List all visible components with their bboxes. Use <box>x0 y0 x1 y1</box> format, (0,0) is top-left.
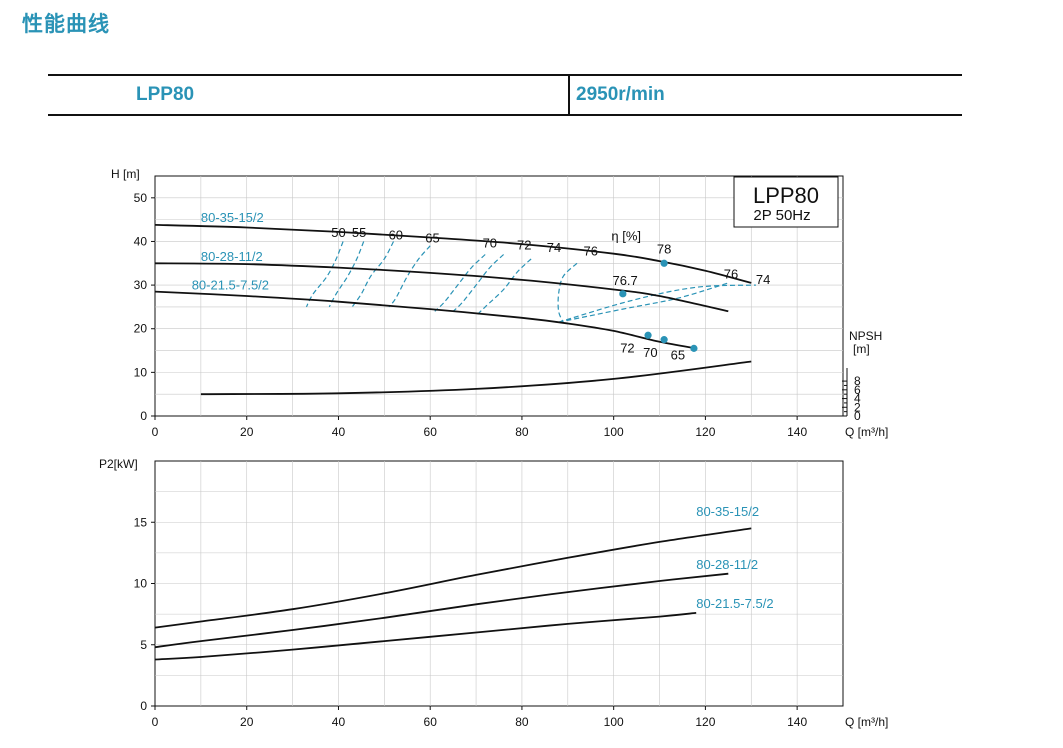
bottom-x-tick-label: 40 <box>332 715 346 729</box>
best-point-label-70: 70 <box>643 345 657 360</box>
best-point-label-76.7: 76.7 <box>612 273 637 288</box>
top-y-tick-label: 20 <box>134 322 148 336</box>
npsh-axis-label: NPSH <box>849 329 882 343</box>
top-x-tick-label: 0 <box>152 425 159 439</box>
efficiency-iso-curve-60 <box>351 241 395 308</box>
bottom-x-tick-label: 20 <box>240 715 254 729</box>
bottom-x-axis-label: Q [m³/h] <box>845 715 888 729</box>
bottom-x-tick-label: 80 <box>515 715 529 729</box>
hq-curve-80-35-15/2 <box>154 224 752 284</box>
hq-curve-80-28-11/2 <box>154 262 729 313</box>
bottom-x-tick-label: 140 <box>787 715 807 729</box>
efficiency-iso-curve-55 <box>328 241 365 308</box>
efficiency-iso-curve-72 <box>452 254 505 312</box>
top-y-tick-label: 30 <box>134 278 148 292</box>
top-y-axis-label: H [m] <box>111 167 140 181</box>
hq-curve-80-21.5-7.5/2 <box>154 290 697 350</box>
efficiency-iso-curve-50 <box>305 241 344 308</box>
power-curve-80-21.5-7.5/2 <box>154 612 697 661</box>
npsh-curve <box>200 360 752 396</box>
efficiency-iso-label: 70 <box>483 236 497 251</box>
model-box <box>733 176 839 228</box>
efficiency-envelope-lower <box>558 282 729 323</box>
top-x-tick-label: 60 <box>424 425 438 439</box>
bottom-y-tick-label: 5 <box>140 638 147 652</box>
header-table: LPP80 2950r/min <box>48 74 962 116</box>
bottom-y-tick-label: 15 <box>134 515 148 529</box>
best-efficiency-point-70 <box>660 336 668 344</box>
top-x-tick-label: 80 <box>515 425 529 439</box>
npsh-tick-label: 4 <box>854 392 861 406</box>
power-curve-80-35-15/2 <box>154 527 752 629</box>
top-plot-frame <box>154 175 844 417</box>
bottom-y-axis-label: P2[kW] <box>99 457 138 471</box>
hq-series-label-80-21.5-7.5/2: 80-21.5-7.5/2 <box>192 277 269 292</box>
top-x-tick-label: 20 <box>240 425 254 439</box>
efficiency-iso-curve-65 <box>388 245 431 308</box>
bottom-x-tick-label: 60 <box>424 715 438 729</box>
bottom-x-tick-label: 0 <box>152 715 159 729</box>
hq-series-label-80-35-15/2: 80-35-15/2 <box>201 210 264 225</box>
efficiency-iso-curve-74 <box>475 258 532 317</box>
power-series-label-80-28-11/2: 80-28-11/2 <box>696 557 758 572</box>
bottom-x-tick-label: 120 <box>695 715 715 729</box>
bottom-y-tick-label: 0 <box>140 699 147 713</box>
top-y-tick-label: 10 <box>134 365 148 379</box>
best-efficiency-point-72 <box>644 331 652 339</box>
top-x-tick-label: 120 <box>695 425 715 439</box>
efficiency-iso-curve-76 <box>557 262 578 323</box>
best-point-label-72: 72 <box>620 341 634 356</box>
header-divider <box>568 76 570 114</box>
efficiency-axis-label: η [%] <box>611 229 641 244</box>
efficiency-right-label-76: 76 <box>724 267 738 282</box>
npsh-tick-label: 0 <box>854 409 861 423</box>
top-x-axis-label: Q [m³/h] <box>845 425 888 439</box>
npsh-axis-unit: [m] <box>853 342 870 356</box>
model-box-title: LPP80 <box>753 183 819 208</box>
model-box-spec: 2P 50Hz <box>753 207 810 224</box>
npsh-tick-label: 8 <box>854 374 861 388</box>
top-y-tick-label: 0 <box>140 409 147 423</box>
efficiency-iso-curve-70 <box>434 254 486 312</box>
top-x-tick-label: 40 <box>332 425 346 439</box>
efficiency-envelope-upper <box>558 284 756 323</box>
best-efficiency-point-65 <box>690 344 698 352</box>
bottom-y-tick-label: 10 <box>134 577 148 591</box>
best-efficiency-point-76.7 <box>619 290 627 298</box>
bottom-x-tick-label: 100 <box>604 715 624 729</box>
best-point-label-78: 78 <box>657 242 671 257</box>
npsh-tick-label: 6 <box>854 383 861 397</box>
power-series-label-80-21.5-7.5/2: 80-21.5-7.5/2 <box>696 596 773 611</box>
top-x-tick-label: 140 <box>787 425 807 439</box>
top-y-tick-label: 50 <box>134 191 148 205</box>
speed-label: 2950r/min <box>576 84 665 105</box>
hq-series-label-80-28-11/2: 80-28-11/2 <box>201 249 263 264</box>
best-efficiency-point-78 <box>660 259 668 267</box>
power-curve-80-28-11/2 <box>154 572 729 649</box>
top-y-tick-label: 40 <box>134 234 148 248</box>
power-series-label-80-35-15/2: 80-35-15/2 <box>696 504 759 519</box>
npsh-tick-label: 2 <box>854 400 861 414</box>
efficiency-right-label-74: 74 <box>756 272 770 287</box>
best-point-label-65: 65 <box>671 347 685 362</box>
top-x-tick-label: 100 <box>604 425 624 439</box>
model-label: LPP80 <box>136 84 195 105</box>
page-title: 性能曲线 <box>22 12 110 36</box>
